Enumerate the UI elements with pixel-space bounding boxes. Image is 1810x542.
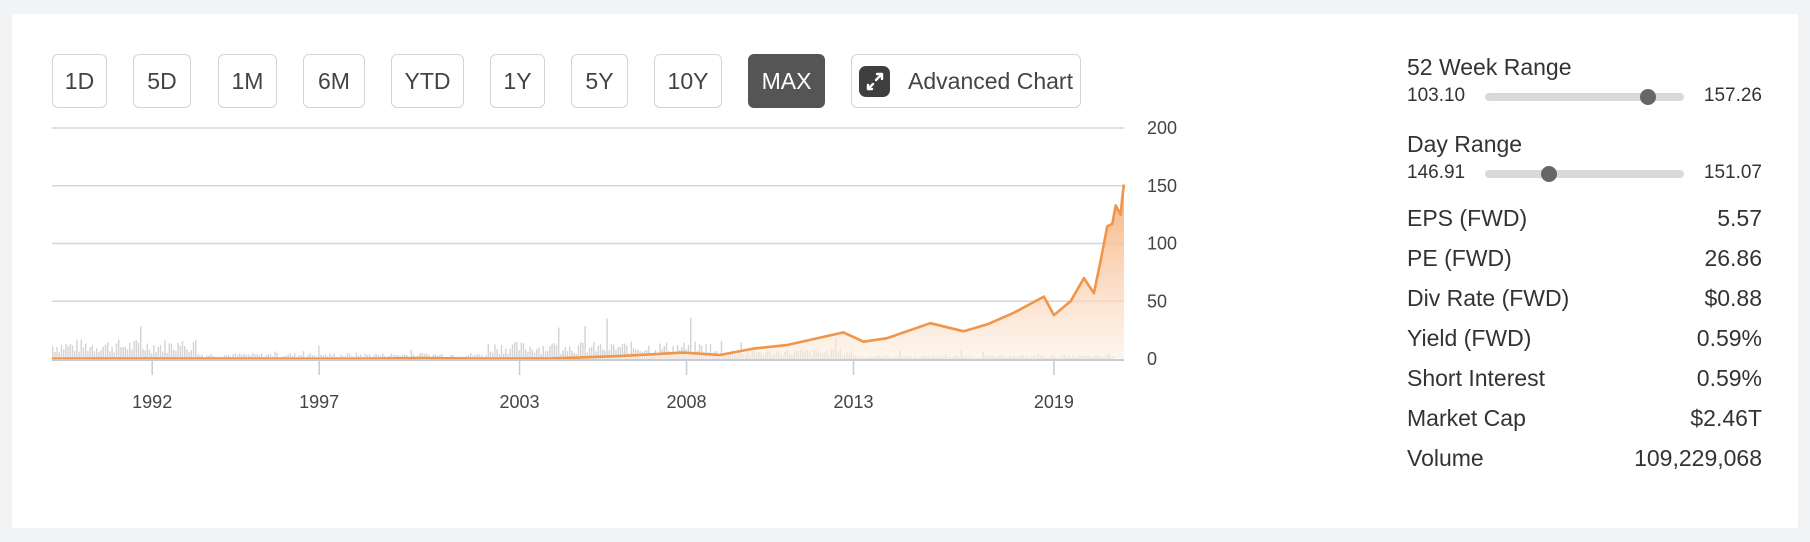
stat-value: 5.57: [1717, 204, 1762, 231]
stat-value: 0.59%: [1696, 324, 1762, 351]
stat-value: 109,229,068: [1634, 444, 1762, 471]
x-tick-label: 2008: [666, 392, 706, 412]
day-range-track: [1485, 166, 1684, 182]
range-button-5d[interactable]: 5D: [133, 54, 191, 108]
week52-range-title: 52 Week Range: [1407, 54, 1572, 80]
y-tick-label: 50: [1147, 291, 1167, 311]
stat-row-yield: Yield (FWD) 0.59%: [1407, 318, 1762, 358]
stat-label: Market Cap: [1407, 404, 1526, 431]
week52-low: 103.10: [1407, 85, 1466, 106]
stat-value: $0.88: [1704, 284, 1762, 311]
advanced-chart-label: Advanced Chart: [908, 67, 1073, 94]
stat-row-div-rate: Div Rate (FWD) $0.88: [1407, 278, 1762, 318]
price-line: [51, 184, 1126, 361]
day-range-title: Day Range: [1407, 131, 1523, 157]
stat-row-eps: EPS (FWD) 5.57: [1407, 198, 1762, 238]
stat-row-market-cap: Market Cap $2.46T: [1407, 398, 1762, 438]
stat-label: PE (FWD): [1407, 244, 1512, 271]
x-tick-label: 2013: [833, 392, 873, 412]
x-tick-label: 2019: [1034, 392, 1074, 412]
advanced-chart-button[interactable]: Advanced Chart: [851, 54, 1081, 108]
day-low: 146.91: [1407, 162, 1466, 183]
week52-range-marker: [1640, 89, 1657, 105]
y-tick-label: 100: [1147, 234, 1177, 254]
y-tick-label: 150: [1147, 176, 1177, 196]
range-button-6m[interactable]: 6M: [303, 54, 365, 108]
stat-row-short-interest: Short Interest 0.59%: [1407, 358, 1762, 398]
stat-row-pe: PE (FWD) 26.86: [1407, 238, 1762, 278]
y-tick-label: 200: [1147, 118, 1177, 138]
range-button-1m[interactable]: 1M: [218, 54, 277, 108]
day-range-marker: [1540, 166, 1557, 182]
key-stats-list: EPS (FWD) 5.57 PE (FWD) 26.86 Div Rate (FW…: [1407, 198, 1762, 478]
stats-panel: 52 Week Range 103.10 157.26 Day Range 14…: [1407, 54, 1762, 478]
range-button-max[interactable]: MAX: [748, 54, 825, 108]
week52-range-track: [1485, 89, 1684, 105]
stat-label: Yield (FWD): [1407, 324, 1532, 351]
x-tick-label: 2003: [500, 392, 540, 412]
x-tick-label: 1992: [132, 392, 172, 412]
day-range: 146.91 151.07: [1407, 162, 1762, 186]
stat-value: 26.86: [1704, 244, 1762, 271]
range-button-1d[interactable]: 1D: [52, 54, 107, 108]
price-chart[interactable]: 0 50 100 150 200 1992 1997 2003 2008 2013 2019: [12, 14, 1192, 528]
stat-label: Volume: [1407, 444, 1484, 471]
expand-icon: [859, 65, 891, 97]
stat-label: Short Interest: [1407, 364, 1546, 391]
range-button-ytd[interactable]: YTD: [391, 54, 464, 108]
stat-row-volume: Volume 109,229,068: [1407, 438, 1762, 478]
stat-value: 0.59%: [1696, 364, 1762, 391]
day-high: 151.07: [1703, 162, 1762, 183]
week52-range: 103.10 157.26: [1407, 85, 1762, 109]
quote-chart-card: 1D 5D 1M 6M YTD 1Y 5Y 10Y MAX Advanced C…: [12, 14, 1798, 528]
range-button-5y[interactable]: 5Y: [571, 54, 628, 108]
stat-label: Div Rate (FWD): [1407, 284, 1570, 311]
range-button-10y[interactable]: 10Y: [654, 54, 722, 108]
x-tick-label: 1997: [299, 392, 339, 412]
stat-label: EPS (FWD): [1407, 204, 1528, 231]
range-button-1y[interactable]: 1Y: [490, 54, 545, 108]
price-area: [52, 184, 1124, 359]
week52-high: 157.26: [1703, 85, 1762, 106]
stat-value: $2.46T: [1690, 404, 1762, 431]
y-tick-label: 0: [1147, 349, 1157, 369]
